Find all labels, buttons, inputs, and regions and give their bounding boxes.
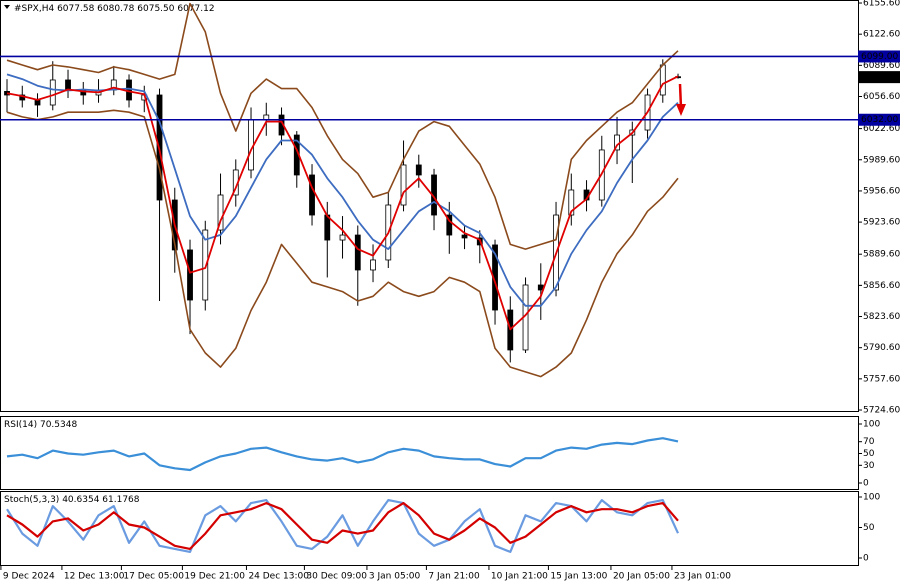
candle-body [126, 79, 132, 101]
candle-body [659, 64, 666, 96]
ohlc-value: 6080.78 [97, 4, 134, 14]
ohlc-value: 6077.12 [177, 4, 214, 14]
y-tick-label: 5790.60 [863, 343, 900, 353]
y-tick-label: 100 [863, 420, 880, 430]
indicator-value: 40.6354 [62, 495, 99, 505]
indicator-line [6, 109, 679, 378]
level-label: 6032.00 [861, 115, 898, 125]
candle-body [415, 164, 422, 176]
y-tick-label: 5757.60 [863, 374, 900, 384]
y-tick-label: 70 [863, 437, 875, 447]
price-label: 6077.12 [861, 73, 898, 83]
x-tick-label: 12 Dec 13:00 [64, 572, 125, 582]
panel-frame [0, 491, 859, 566]
price-tag [858, 71, 900, 84]
y-tick-label: 30 [863, 461, 875, 471]
candle-body [568, 189, 575, 216]
candle-body [309, 174, 315, 216]
indicator-line [6, 2, 679, 250]
x-tick-label: 24 Dec 13:00 [248, 572, 309, 582]
candle-body [400, 164, 407, 206]
panel-title: Stoch(5,3,3) 40.6354 61.1768 [4, 495, 140, 505]
y-tick-label: 5989.60 [863, 155, 900, 165]
x-tick-label: 10 Jan 21:00 [491, 572, 548, 582]
x-tick-label: 15 Jan 13:00 [550, 572, 607, 582]
panel-title-text: RSI(14) [4, 420, 37, 430]
y-tick-label: 6155.60 [863, 0, 900, 9]
panel-frame [0, 0, 859, 412]
y-tick-label: 100 [863, 493, 880, 503]
indicator-line [6, 499, 679, 553]
level-label: 6099.00 [861, 52, 898, 62]
menu-icon [4, 5, 10, 9]
candle-body [202, 229, 209, 301]
x-tick-label: 23 Jan 01:00 [674, 572, 731, 582]
panel-title-text: #SPX,H4 [14, 4, 54, 14]
y-tick-label: 6122.60 [863, 30, 900, 40]
candle-body [339, 234, 346, 241]
candle-body [65, 79, 71, 91]
indicator-line [6, 502, 679, 550]
indicator-value: 61.1768 [102, 495, 139, 505]
ohlc-value: 6077.58 [57, 4, 94, 14]
level-tag [858, 50, 900, 63]
candle-body [187, 249, 193, 301]
y-tick-label: 0 [863, 554, 869, 564]
panel-title: RSI(14) 70.5348 [4, 420, 77, 430]
y-tick-label: 6022.60 [863, 124, 900, 134]
y-tick-label: 5956.60 [863, 186, 900, 196]
panel-title-text: Stoch(5,3,3) [4, 495, 59, 505]
level-tag [858, 113, 900, 126]
indicator-value: 70.5348 [40, 420, 77, 430]
ohlc-value: 6075.50 [137, 4, 174, 14]
candle-body [354, 234, 361, 271]
y-tick-label: 5856.60 [863, 281, 900, 291]
y-tick-label: 50 [863, 523, 875, 533]
indicator-line [6, 437, 679, 472]
candle-body [370, 259, 376, 271]
x-tick-label: 19 Dec 21:00 [184, 572, 245, 582]
candle-body [461, 234, 468, 239]
candle-body [49, 79, 56, 106]
x-tick-label: 9 Dec 2024 [3, 572, 55, 582]
x-tick-label: 30 Dec 09:00 [306, 572, 367, 582]
y-tick-label: 5724.60 [863, 406, 900, 416]
indicator-line [6, 75, 679, 331]
y-tick-label: 6089.60 [863, 61, 900, 71]
y-tick-label: 5823.60 [863, 312, 900, 322]
candle-body [446, 214, 453, 236]
x-tick-label: 7 Jan 21:00 [428, 572, 480, 582]
y-tick-label: 0 [863, 479, 869, 489]
candle-body [217, 194, 224, 231]
x-tick-label: 3 Jan 05:00 [369, 572, 421, 582]
y-tick-label: 6056.60 [863, 92, 900, 102]
arrow-head [676, 104, 686, 116]
y-tick-label: 5923.60 [863, 218, 900, 228]
x-tick-label: 20 Jan 05:00 [613, 572, 670, 582]
x-tick-label: 17 Dec 05:00 [123, 572, 184, 582]
y-tick-label: 5889.60 [863, 250, 900, 260]
y-tick-label: 50 [863, 449, 875, 459]
panel-title: #SPX,H4 6077.58 6080.78 6075.50 6077.12 [14, 4, 215, 14]
